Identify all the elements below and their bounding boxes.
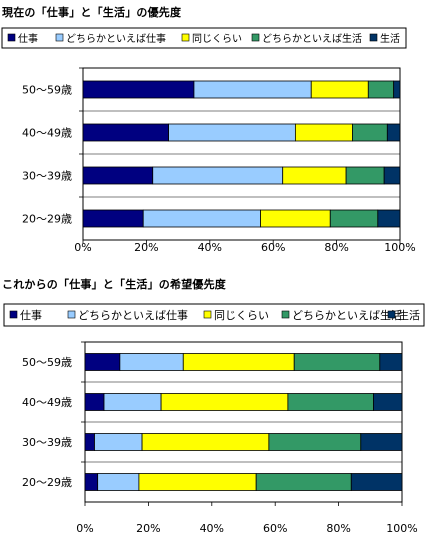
bar-segment <box>329 209 379 228</box>
x-tick-label: 0% <box>76 522 93 535</box>
bar-segment <box>84 433 95 451</box>
bar-segment <box>142 209 261 228</box>
bar-segment <box>393 80 401 99</box>
legend-swatch <box>251 33 260 42</box>
x-tick-label: 100% <box>386 522 417 535</box>
legend-label: どちらかといえば生活 <box>262 32 362 45</box>
bar-segment <box>152 166 284 185</box>
bar-segment <box>82 209 144 228</box>
category-label: 30～39歳 <box>22 170 72 183</box>
bar-segment <box>193 80 312 99</box>
bar-segment <box>268 433 362 451</box>
bar-segment <box>138 473 257 491</box>
legend-label: 生活 <box>380 32 400 45</box>
legend-swatch <box>181 33 190 42</box>
x-tick-label: 100% <box>384 241 415 254</box>
legend-swatch <box>7 33 16 42</box>
bar-segment <box>82 80 195 99</box>
bar-segment <box>84 473 99 491</box>
legend-box <box>1 27 407 49</box>
bar-segment <box>345 166 385 185</box>
legend-label: 仕事 <box>18 32 38 45</box>
bar-segment <box>103 393 162 411</box>
bar-segment <box>182 353 295 371</box>
bar-segment <box>310 80 369 99</box>
category-label: 50～59歳 <box>22 356 72 369</box>
category-label: 40～49歳 <box>22 127 72 140</box>
bar-segment <box>168 123 296 142</box>
chart-2-title: これからの「仕事」と「生活」の希望優先度 <box>2 278 226 291</box>
bar-segment <box>94 433 143 451</box>
bar-segment <box>294 123 353 142</box>
bar-segment <box>160 393 289 411</box>
x-tick-label: 40% <box>200 522 224 535</box>
bar-segment <box>293 353 381 371</box>
bar-segment <box>282 166 347 185</box>
category-label: 20～29歳 <box>22 213 72 226</box>
legend-swatch <box>9 310 18 319</box>
x-tick-label: 20% <box>134 241 158 254</box>
legend-label: 同じくらい <box>192 33 242 45</box>
x-tick-label: 40% <box>198 241 222 254</box>
bar-segment <box>82 166 154 185</box>
category-label: 30～39歳 <box>22 436 72 449</box>
bar-segment <box>386 123 401 142</box>
legend-swatch <box>281 310 290 319</box>
x-tick-label: 80% <box>324 241 348 254</box>
bar-segment <box>84 353 121 371</box>
legend-swatch <box>203 310 212 319</box>
x-tick-label: 60% <box>263 522 287 535</box>
bar-segment <box>119 353 184 371</box>
bar-segment <box>97 473 140 491</box>
legend-swatch <box>67 310 76 319</box>
bar-segment <box>352 123 388 142</box>
bar-segment <box>255 473 352 491</box>
x-tick-label: 60% <box>261 241 285 254</box>
bar-segment <box>377 209 401 228</box>
legend-swatch <box>387 310 396 319</box>
chart-current-priority: 仕事 どちらかといえば仕事 同じくらい どちらかといえば生活 生活 50～59歳 40～49… <box>1 27 416 254</box>
legend-label: どちらかといえば生活 <box>292 308 402 322</box>
bar-segment <box>287 393 374 411</box>
bar-segment <box>141 433 270 451</box>
chart-1-title: 現在の「仕事」と「生活」の優先度 <box>2 6 182 19</box>
legend-swatch <box>55 33 64 42</box>
bar-segment <box>379 353 403 371</box>
bar-segment <box>360 433 403 451</box>
bar-segment <box>260 209 331 228</box>
bar-segment <box>367 80 395 99</box>
legend-label: どちらかといえば仕事 <box>78 309 188 322</box>
legend-label: どちらかといえば仕事 <box>66 32 166 45</box>
legend-box <box>3 303 425 327</box>
bar-segment <box>350 473 403 491</box>
legend-label: 同じくらい <box>214 309 269 322</box>
bar-segment <box>373 393 403 411</box>
category-label: 20～29歳 <box>22 476 72 489</box>
x-tick-label: 0% <box>74 241 91 254</box>
bar-segment <box>84 393 105 411</box>
bar-segment <box>82 123 169 142</box>
category-label: 40～49歳 <box>22 396 72 409</box>
legend-label: 仕事 <box>20 309 42 322</box>
legend-label: 生活 <box>398 308 420 322</box>
bar-segment <box>383 166 401 185</box>
x-tick-label: 80% <box>326 522 350 535</box>
x-tick-label: 20% <box>136 522 160 535</box>
category-label: 50～59歳 <box>22 84 72 97</box>
chart-1-legend: 仕事 どちらかといえば仕事 同じくらい どちらかといえば生活 生活 <box>1 27 407 49</box>
legend-swatch <box>369 33 378 42</box>
